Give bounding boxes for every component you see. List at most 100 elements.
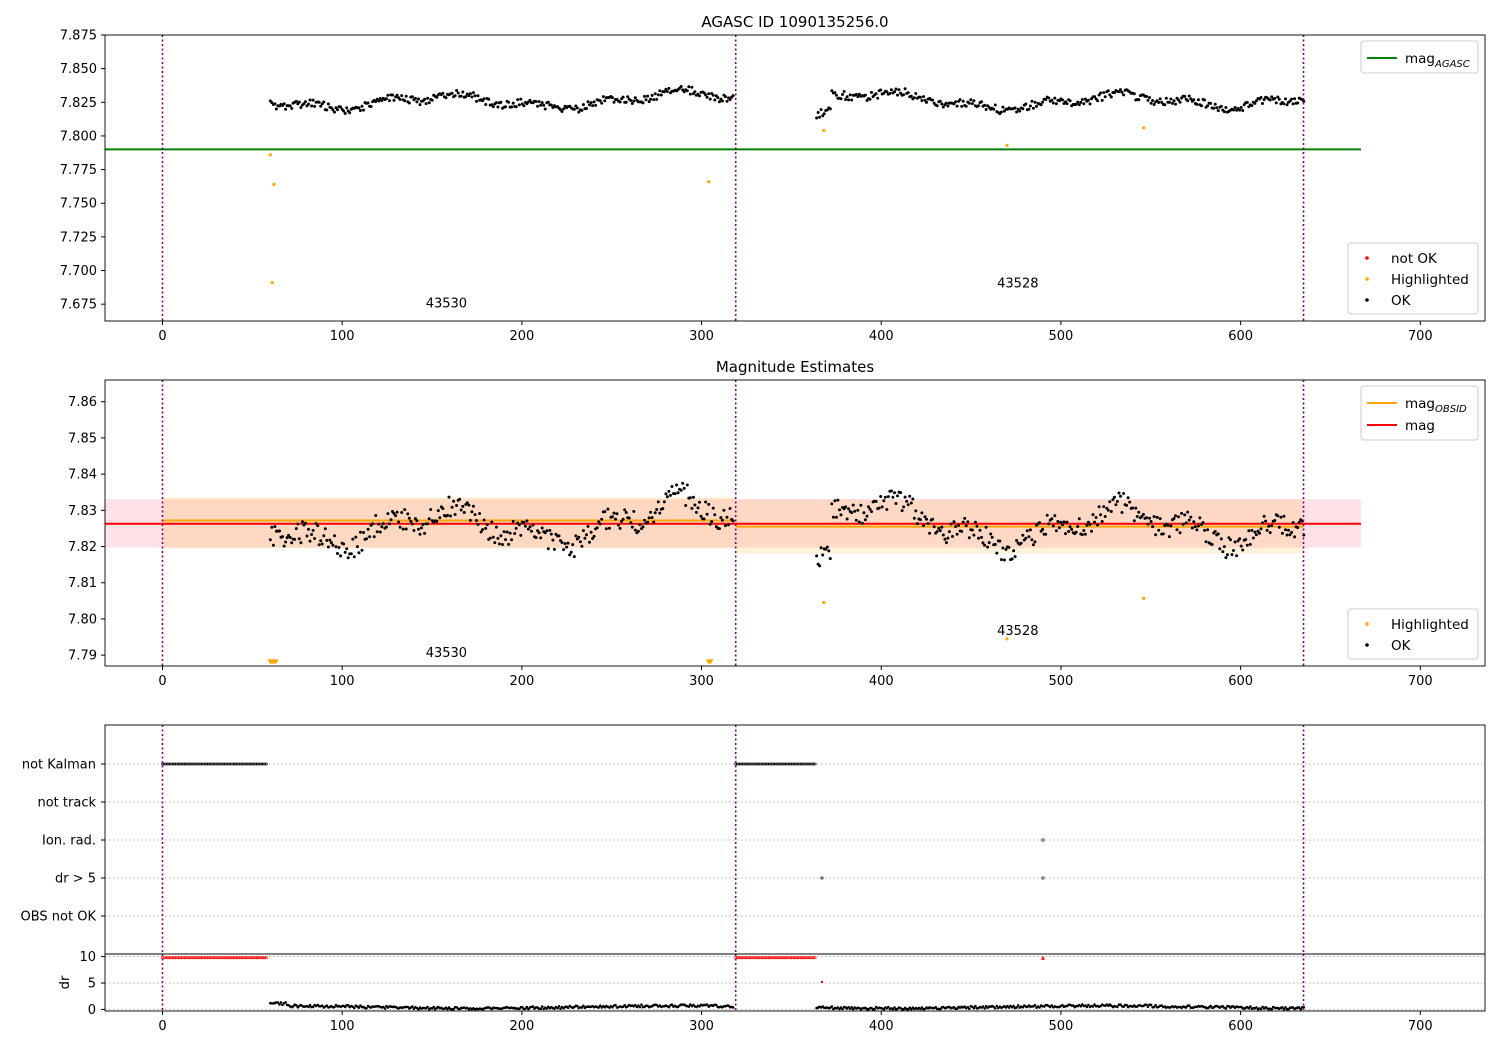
flag-point	[206, 762, 210, 766]
flag-point	[196, 762, 200, 766]
flag-point	[177, 762, 181, 766]
top-point	[336, 108, 339, 112]
top-point	[1088, 102, 1092, 106]
top-point	[1076, 100, 1080, 104]
dr-point	[211, 956, 215, 960]
top-point	[290, 106, 294, 110]
middle-point	[355, 545, 359, 549]
top-point	[1285, 103, 1289, 107]
middle-point	[938, 529, 942, 533]
top-point	[1187, 94, 1191, 98]
top-point	[464, 95, 468, 99]
middle-point	[1030, 538, 1034, 542]
top-point	[935, 104, 939, 108]
middle-point	[1120, 511, 1124, 514]
top-point	[444, 96, 448, 100]
middle-point	[1105, 506, 1109, 510]
dr-point	[777, 956, 780, 960]
top-xtick-label: 200	[509, 329, 534, 344]
dr-point	[382, 1005, 385, 1009]
middle-point	[1028, 528, 1032, 532]
middle-point	[349, 552, 353, 556]
top-point	[534, 100, 538, 103]
top-point	[621, 95, 625, 99]
top-point	[1080, 98, 1084, 101]
top-point	[322, 100, 326, 104]
flag-point	[245, 762, 248, 766]
dr-series-2	[269, 1001, 1306, 1011]
middle-point	[342, 542, 346, 546]
middle-point	[300, 520, 304, 524]
middle-point	[704, 500, 708, 504]
middle-point	[937, 526, 941, 530]
flag-series-2	[1041, 838, 1045, 842]
top-point	[1132, 92, 1136, 96]
dr-point	[614, 1003, 617, 1007]
top-point	[456, 91, 460, 95]
dr-point	[311, 1005, 315, 1009]
top-point	[496, 105, 500, 109]
middle-point	[606, 507, 610, 511]
middle-point	[357, 551, 361, 555]
top-point	[857, 92, 861, 96]
top-point	[944, 101, 948, 105]
top-point	[716, 96, 720, 100]
middle-point	[571, 543, 575, 547]
middle-point	[449, 514, 452, 518]
middle-point	[270, 525, 274, 529]
dr-point	[748, 956, 751, 960]
top-point	[653, 92, 657, 96]
top-point	[946, 104, 950, 108]
flag-point	[248, 762, 252, 766]
top-point	[1103, 95, 1107, 99]
dr-point	[743, 956, 747, 960]
top-point	[471, 91, 475, 95]
middle-point	[632, 509, 636, 513]
top-point	[1178, 100, 1182, 104]
top-point	[626, 95, 630, 99]
dr-point	[365, 1006, 368, 1010]
middle-point	[661, 507, 665, 511]
flag-point	[235, 762, 239, 766]
flag-point	[820, 876, 824, 880]
dr-point	[755, 956, 759, 960]
dr-point	[527, 1007, 530, 1011]
middle-point	[957, 523, 961, 527]
top-point	[588, 103, 591, 107]
top-point	[592, 100, 596, 104]
middle-point	[1038, 521, 1042, 525]
top-point	[972, 99, 976, 103]
dr-point	[196, 956, 200, 960]
top-point	[1151, 99, 1155, 102]
flag-point	[807, 762, 811, 766]
dr-point	[812, 956, 816, 960]
top-point	[1206, 104, 1210, 108]
dr-point	[1281, 1006, 1284, 1009]
top-point	[1241, 109, 1245, 112]
middle-point	[708, 522, 712, 526]
top-point	[1106, 89, 1110, 93]
middle-point	[963, 516, 967, 520]
middle-point	[417, 527, 420, 531]
middle-point	[656, 500, 660, 504]
dr-point	[1012, 1004, 1015, 1008]
middle-point	[839, 513, 843, 517]
dr-point	[735, 956, 739, 960]
top-point	[958, 98, 962, 102]
top-point	[407, 101, 411, 105]
dr-point	[212, 956, 216, 960]
top-point	[818, 115, 822, 119]
dr-point	[243, 956, 247, 960]
dr-point	[164, 956, 168, 960]
middle-point	[955, 532, 959, 536]
top-point	[273, 102, 277, 106]
middle-point	[378, 530, 382, 534]
middle-point	[1096, 523, 1100, 527]
dr-point	[806, 956, 809, 960]
top-point	[395, 93, 399, 97]
middle-point	[886, 495, 890, 499]
middle-point	[987, 541, 991, 545]
middle-point	[1086, 520, 1090, 524]
dr-point	[766, 956, 770, 960]
middle-obsid-label: 43528	[997, 624, 1038, 639]
